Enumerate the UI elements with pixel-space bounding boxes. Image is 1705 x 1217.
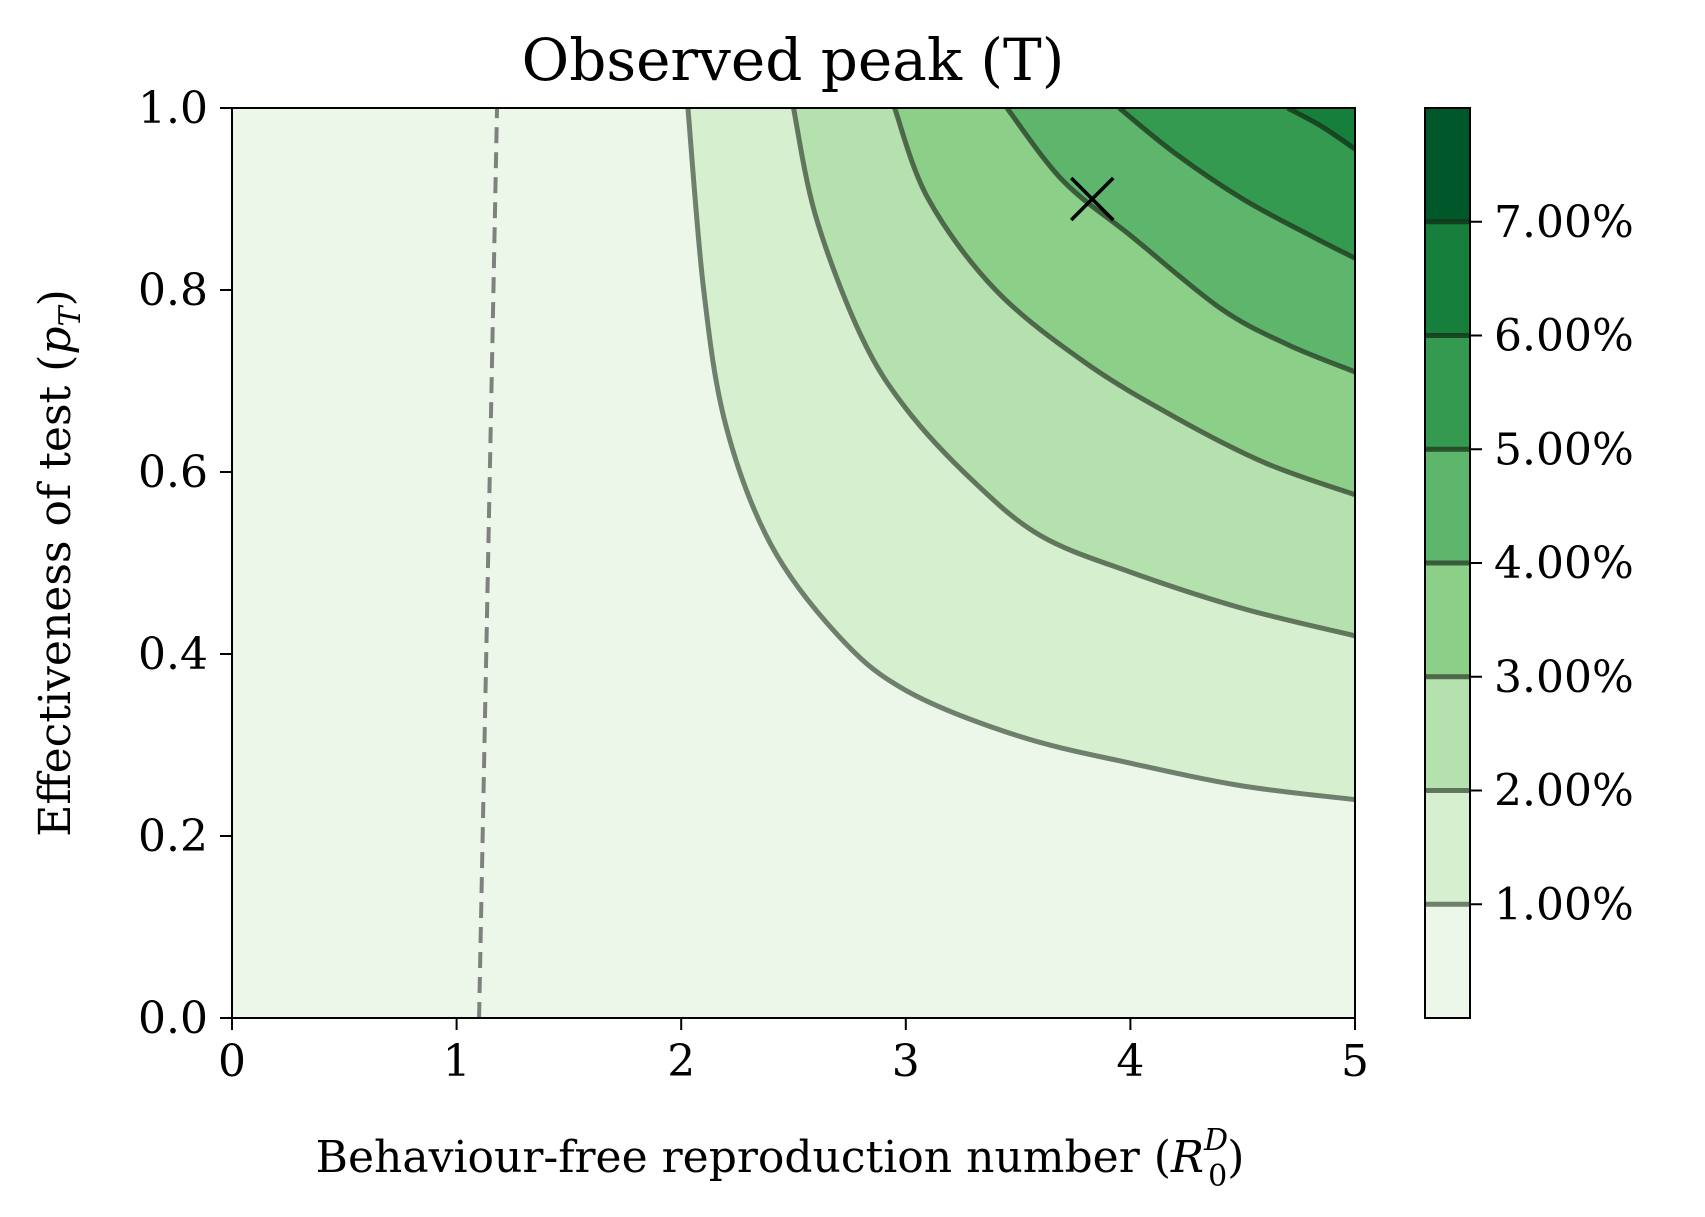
y-axis-label: Effectiveness of test (pT) bbox=[30, 289, 88, 837]
colorbar-frame bbox=[1424, 107, 1471, 1019]
colorbar-band bbox=[1425, 108, 1470, 222]
x-axis-label-sup: D bbox=[1203, 1123, 1228, 1158]
contour-fill-0.06 bbox=[1287, 108, 1355, 149]
colorbar: 1.00% 2.00% 3.00% 4.00% 5.00% 6.00% 7.00% bbox=[1424, 107, 1634, 1019]
colorbar-tick-label: 3.00% bbox=[1494, 652, 1634, 703]
y-tick-label: 1.0 bbox=[138, 83, 208, 134]
contour-line-0.01 bbox=[685, 108, 1355, 803]
contour-line-0.05 bbox=[1117, 108, 1355, 261]
y-tick-label: 0.6 bbox=[138, 447, 208, 498]
x-axis: 0 1 2 3 4 5 bbox=[218, 1018, 1369, 1087]
x-tick-label: 1 bbox=[443, 1036, 471, 1087]
x-tick-label: 3 bbox=[892, 1036, 920, 1087]
y-axis-label-symbol: p bbox=[30, 326, 81, 354]
x-tick-label: 2 bbox=[667, 1036, 695, 1087]
x-tick-label: 5 bbox=[1341, 1036, 1369, 1087]
colorbar-band bbox=[1425, 449, 1470, 563]
y-axis-label-text: Effectiveness of test ( bbox=[30, 355, 81, 837]
y-tick-label: 0.8 bbox=[138, 265, 208, 316]
chart-title: Observed peak (T) bbox=[522, 26, 1065, 94]
contour-line-0.03 bbox=[892, 108, 1355, 498]
x-tick-label: 0 bbox=[218, 1036, 246, 1087]
y-tick-label: 0.2 bbox=[138, 811, 208, 862]
contour-fill-0.05 bbox=[1119, 108, 1355, 259]
y-axis: 0.0 0.2 0.4 0.6 0.8 1.0 bbox=[138, 83, 232, 1044]
x-tick-label: 4 bbox=[1116, 1036, 1144, 1087]
colorbar-band bbox=[1425, 221, 1470, 336]
threshold-dashed-line bbox=[477, 108, 500, 1018]
colorbar-tick-label: 5.00% bbox=[1494, 424, 1634, 475]
x-axis-label-symbol: R bbox=[1170, 1132, 1204, 1183]
plot-frame bbox=[231, 107, 1356, 1019]
colorbar-tick-label: 6.00% bbox=[1494, 311, 1634, 362]
x-axis-label-sub: 0 bbox=[1208, 1159, 1227, 1194]
contour-lines bbox=[685, 108, 1355, 803]
y-tick-label: 0.0 bbox=[138, 993, 208, 1044]
contour-line-0.04 bbox=[1004, 108, 1355, 375]
contour-line-0.02 bbox=[791, 108, 1355, 639]
x-axis-label: Behaviour-free reproduction number (RD 0) bbox=[316, 1123, 1245, 1194]
y-axis-label-sub: T bbox=[53, 304, 88, 326]
x-axis-label-close: ) bbox=[1227, 1132, 1244, 1183]
y-tick-label: 0.4 bbox=[138, 629, 208, 680]
contour-line-0.06 bbox=[1286, 108, 1355, 152]
colorbar-band bbox=[1425, 563, 1470, 677]
colorbar-tick-label: 1.00% bbox=[1494, 879, 1634, 930]
colorbar-tick-label: 4.00% bbox=[1494, 538, 1634, 589]
marker-stroke-2 bbox=[1069, 176, 1115, 222]
x-marker bbox=[1069, 176, 1115, 222]
colorbar-band bbox=[1425, 904, 1470, 1018]
colorbar-band bbox=[1425, 335, 1470, 450]
plot-area bbox=[232, 108, 1355, 1018]
x-axis-label-text: Behaviour-free reproduction number ( bbox=[316, 1132, 1171, 1183]
colorbar-tick-label: 2.00% bbox=[1494, 766, 1634, 817]
colorbar-band bbox=[1425, 676, 1470, 791]
colorbar-band bbox=[1425, 790, 1470, 905]
colorbar-tick-label: 7.00% bbox=[1494, 197, 1634, 248]
y-axis-label-close: ) bbox=[30, 289, 81, 306]
